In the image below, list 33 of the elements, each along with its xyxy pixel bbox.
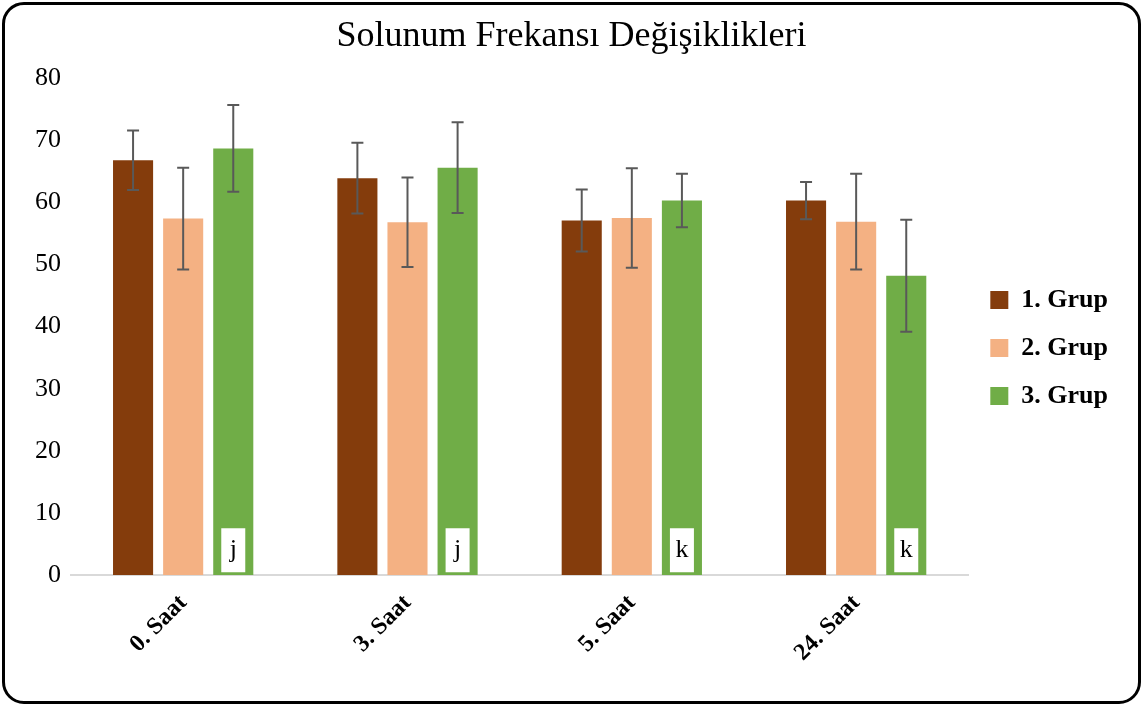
annotation: j — [452, 534, 462, 564]
bar — [337, 178, 378, 576]
bar — [611, 217, 652, 576]
bar — [163, 218, 204, 576]
x-tick-label: 5. Saat — [572, 588, 640, 657]
y-tick-label: 60 — [35, 186, 61, 216]
x-tick-label: 3. Saat — [348, 588, 416, 657]
bar — [886, 275, 927, 576]
y-tick-label: 20 — [35, 434, 61, 464]
annotation: j — [228, 534, 237, 564]
y-tick-label: 70 — [35, 124, 61, 154]
y-tick-label: 40 — [35, 310, 61, 340]
y-tick-label: 10 — [35, 496, 61, 526]
x-tick-label: 24. Saat — [788, 588, 865, 665]
y-tick-label: 30 — [35, 372, 61, 402]
y-tick-label: 50 — [35, 248, 61, 278]
y-tick-label: 0 — [48, 558, 61, 588]
x-tick-label: 0. Saat — [123, 588, 192, 657]
bar — [113, 160, 154, 576]
bar — [661, 200, 702, 576]
bar — [836, 221, 877, 576]
y-tick-label: 80 — [35, 62, 61, 92]
annotation: k — [675, 534, 689, 564]
chart-title: Solunum Frekansı Değişiklikleri — [336, 14, 807, 55]
bar — [786, 200, 827, 576]
legend-label: 2. Grup — [1021, 331, 1108, 361]
annotation: k — [899, 534, 913, 564]
bar — [387, 222, 428, 576]
bar — [213, 148, 254, 576]
bar — [437, 167, 478, 576]
legend-label: 1. Grup — [1021, 283, 1108, 313]
legend-label: 3. Grup — [1021, 379, 1108, 409]
bar — [561, 220, 602, 576]
